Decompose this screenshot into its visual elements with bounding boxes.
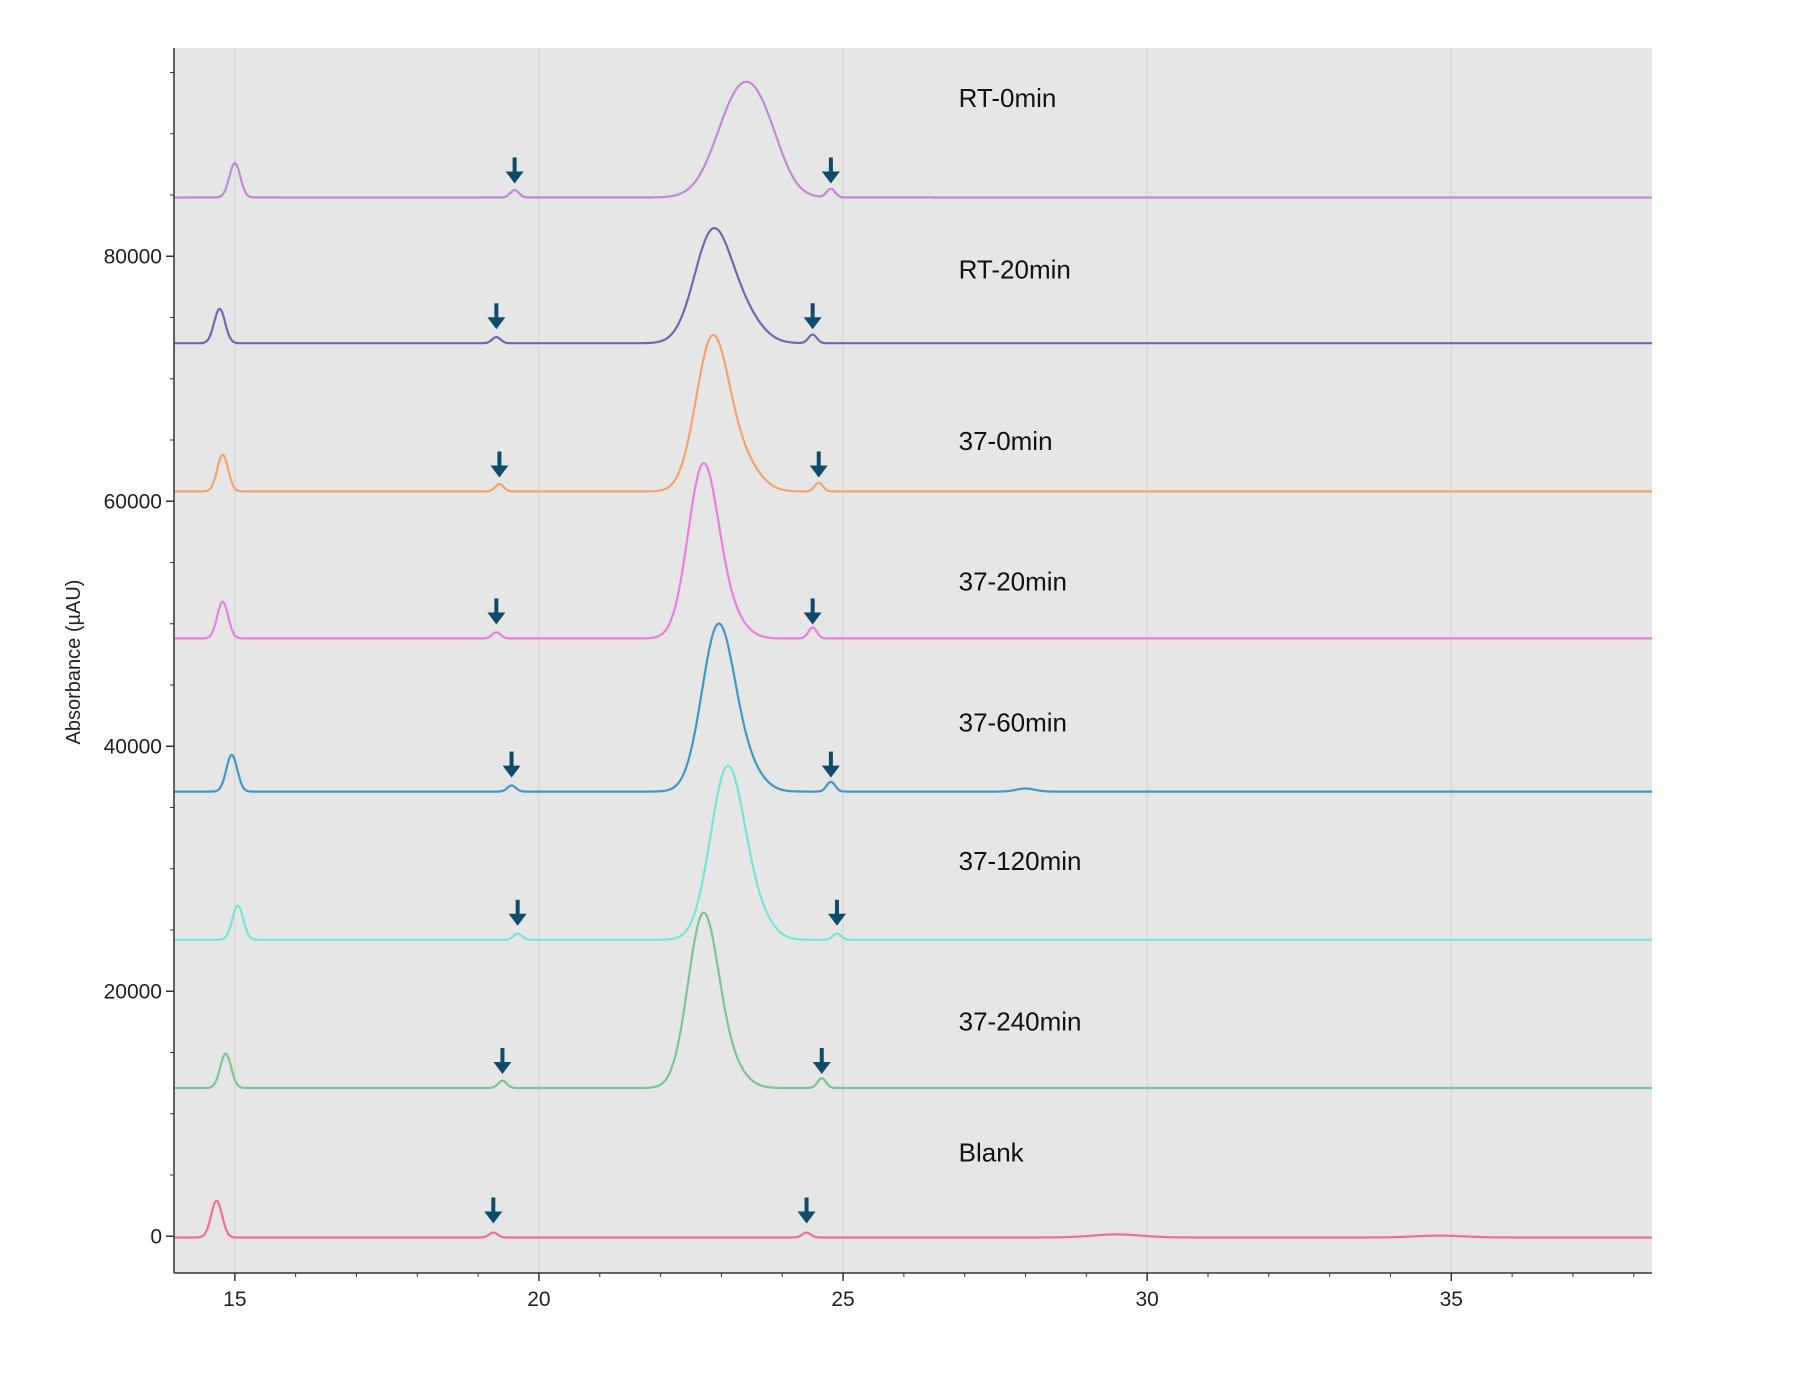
arrow-head: [505, 171, 524, 184]
x-tick-label: 30: [1135, 1288, 1158, 1311]
series-label: 37-60min: [959, 708, 1067, 738]
trace-rt-0min: [174, 80, 1652, 199]
series-label: RT-20min: [959, 254, 1071, 284]
series-label: Blank: [959, 1138, 1025, 1168]
series-label: 37-120min: [959, 846, 1082, 876]
y-tick-label: 0: [150, 1225, 162, 1248]
trace-37-120min: [174, 764, 1652, 941]
series-label: 37-20min: [959, 567, 1067, 597]
trace-37-240min: [174, 911, 1652, 1090]
arrow-head: [821, 171, 840, 184]
trace-37-60min: [174, 622, 1652, 793]
arrow-head: [812, 1062, 831, 1075]
x-tick-label: 35: [1440, 1288, 1463, 1311]
trace-37-20min: [174, 462, 1652, 640]
plot-background: [174, 48, 1652, 1273]
y-tick-label: 60000: [104, 490, 162, 513]
grid-lines: [234, 48, 1452, 1273]
trace-37-0min: [174, 333, 1652, 493]
y-tick-label: 80000: [104, 245, 162, 268]
y-tick-label: 20000: [104, 980, 162, 1003]
arrow-head: [502, 765, 521, 778]
series-label: RT-0min: [959, 83, 1057, 113]
arrow-head: [809, 465, 828, 478]
arrow-head: [484, 1211, 503, 1224]
arrow-head: [487, 317, 506, 330]
tick-marks: 0 20000 40000 60000 80000 15 20 25 30 35: [104, 72, 1635, 1311]
arrow-head: [827, 913, 846, 926]
trace-blank: [174, 1199, 1652, 1239]
y-axis-title: Absorbance (µAU): [63, 580, 85, 745]
series-labels: RT-0min RT-20min 37-0min 37-20min 37-60min 37…: [959, 83, 1082, 1168]
arrow-markers: [484, 157, 846, 1224]
arrow-head: [803, 317, 822, 330]
series-label: 37-240min: [959, 1006, 1082, 1036]
trace-rt-20min: [174, 227, 1652, 345]
traces-group: [174, 80, 1652, 1239]
arrow-head: [493, 1062, 512, 1075]
arrow-head: [803, 612, 822, 625]
arrow-head: [797, 1211, 816, 1224]
x-tick-label: 25: [831, 1288, 854, 1311]
arrow-head: [508, 913, 527, 926]
y-tick-label: 40000: [104, 735, 162, 758]
series-label: 37-0min: [959, 426, 1053, 456]
arrow-head: [821, 765, 840, 778]
axes: [173, 48, 1652, 1274]
x-tick-label: 15: [223, 1288, 246, 1311]
x-tick-label: 20: [527, 1288, 550, 1311]
arrow-head: [487, 612, 506, 625]
arrow-head: [490, 465, 509, 478]
